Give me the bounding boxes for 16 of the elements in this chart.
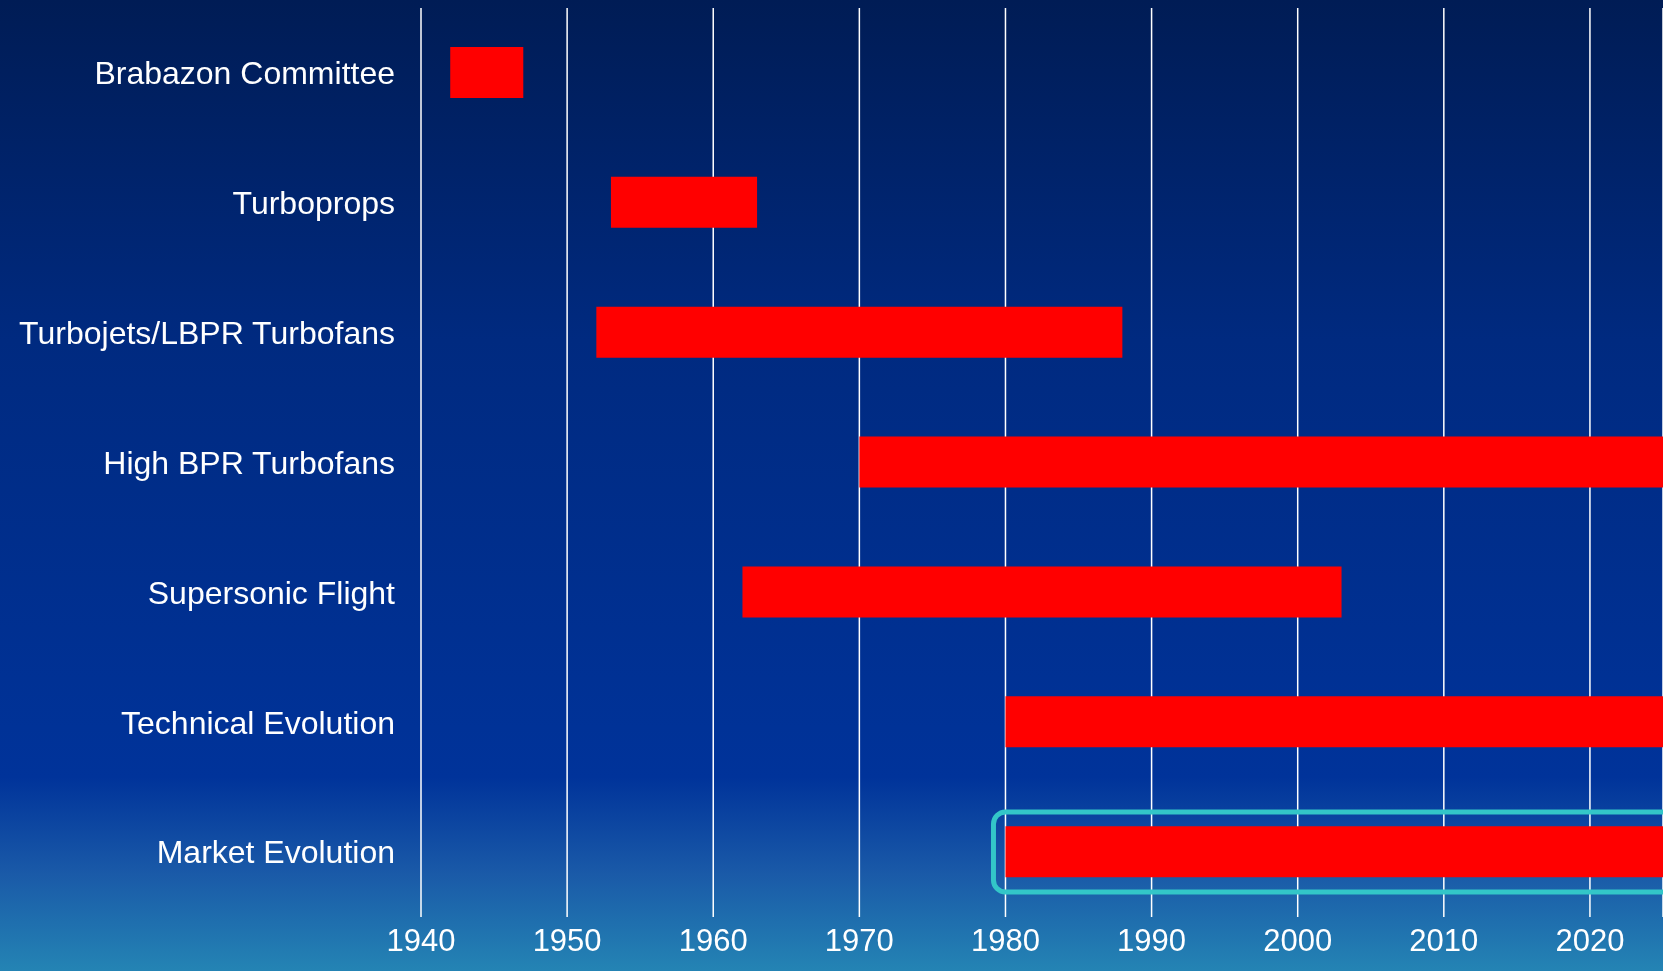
x-tick-label: 2000 bbox=[1263, 923, 1333, 959]
x-tick-label: 1990 bbox=[1117, 923, 1187, 959]
x-tick-label: 2010 bbox=[1409, 923, 1479, 959]
y-tick-label: Supersonic Flight bbox=[147, 574, 396, 611]
y-tick-label: Market Evolution bbox=[156, 834, 395, 871]
x-tick-label: 2020 bbox=[1555, 923, 1625, 959]
y-tick-label: Turboprops bbox=[232, 185, 395, 222]
y-tick-label: Turbojets/LBPR Turbofans bbox=[19, 315, 395, 351]
y-tick-label: Technical Evolution bbox=[121, 704, 395, 741]
x-tick-label: 1970 bbox=[824, 923, 894, 959]
y-tick-label: Brabazon Committee bbox=[94, 55, 395, 92]
x-tick-label: 1950 bbox=[532, 923, 602, 959]
y-tick-label: High BPR Turbofans bbox=[103, 444, 395, 481]
x-tick-label: 1940 bbox=[386, 923, 456, 959]
x-tick-label: 1980 bbox=[970, 923, 1040, 959]
x-tick-label: 1960 bbox=[678, 923, 748, 959]
